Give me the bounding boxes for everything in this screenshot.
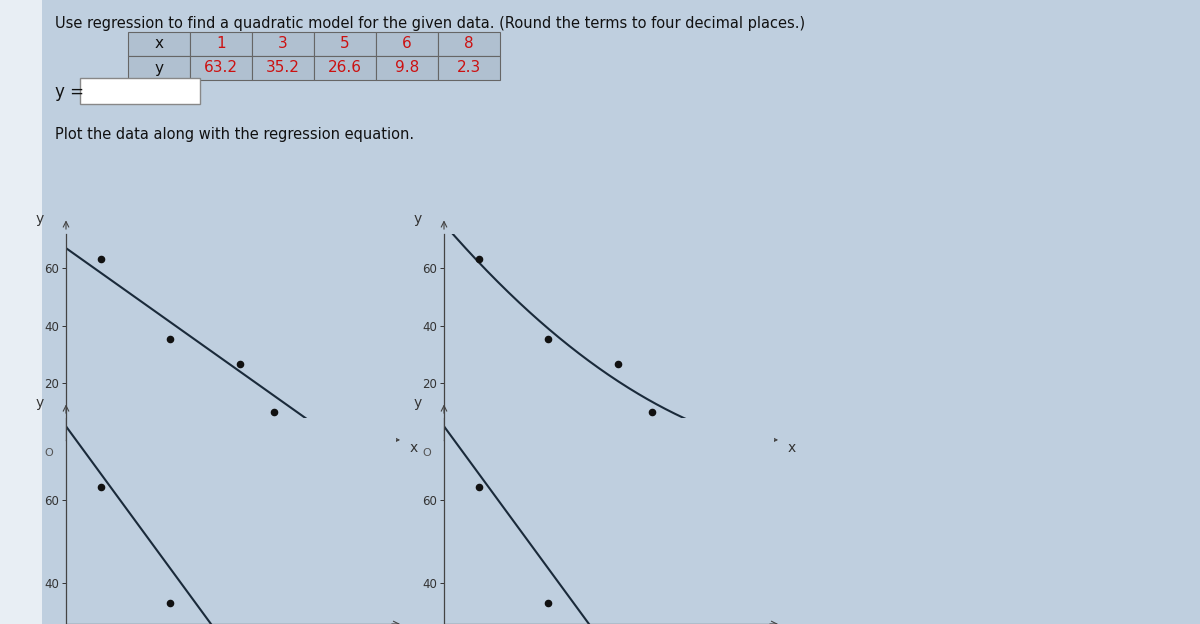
Text: 9.8: 9.8 bbox=[395, 61, 419, 76]
Point bbox=[469, 254, 488, 264]
FancyBboxPatch shape bbox=[314, 32, 376, 56]
FancyBboxPatch shape bbox=[0, 0, 42, 624]
Text: y: y bbox=[414, 212, 421, 226]
Point bbox=[539, 334, 558, 344]
FancyBboxPatch shape bbox=[128, 32, 190, 56]
Text: y: y bbox=[36, 396, 43, 410]
Point bbox=[265, 407, 284, 417]
FancyBboxPatch shape bbox=[80, 78, 200, 104]
Point bbox=[91, 482, 110, 492]
Point bbox=[91, 254, 110, 264]
Point bbox=[161, 598, 180, 608]
FancyBboxPatch shape bbox=[314, 56, 376, 80]
Text: x: x bbox=[787, 441, 796, 455]
FancyBboxPatch shape bbox=[438, 56, 500, 80]
Text: 5: 5 bbox=[340, 36, 350, 52]
Text: y: y bbox=[414, 396, 421, 410]
Text: y: y bbox=[155, 61, 163, 76]
Text: Plot the data along with the regression equation.: Plot the data along with the regression … bbox=[55, 127, 414, 142]
FancyBboxPatch shape bbox=[376, 56, 438, 80]
Text: Use regression to find a quadratic model for the given data. (Round the terms to: Use regression to find a quadratic model… bbox=[55, 16, 805, 31]
Text: 3: 3 bbox=[278, 36, 288, 52]
FancyBboxPatch shape bbox=[128, 56, 190, 80]
Text: 26.6: 26.6 bbox=[328, 61, 362, 76]
Point bbox=[469, 482, 488, 492]
FancyBboxPatch shape bbox=[252, 32, 314, 56]
FancyBboxPatch shape bbox=[190, 32, 252, 56]
Text: x: x bbox=[155, 36, 163, 52]
Text: y: y bbox=[36, 212, 43, 226]
FancyBboxPatch shape bbox=[190, 56, 252, 80]
Point bbox=[161, 334, 180, 344]
Text: 8: 8 bbox=[464, 36, 474, 52]
Text: 1: 1 bbox=[216, 36, 226, 52]
Text: y =: y = bbox=[55, 83, 84, 101]
Point bbox=[713, 428, 732, 438]
Text: x: x bbox=[409, 441, 418, 455]
Text: 2.3: 2.3 bbox=[457, 61, 481, 76]
Point bbox=[230, 359, 250, 369]
Point bbox=[643, 407, 662, 417]
Text: O: O bbox=[44, 448, 53, 458]
Point bbox=[335, 428, 354, 438]
Point bbox=[539, 598, 558, 608]
FancyBboxPatch shape bbox=[376, 32, 438, 56]
Point bbox=[608, 359, 628, 369]
Text: 35.2: 35.2 bbox=[266, 61, 300, 76]
FancyBboxPatch shape bbox=[438, 32, 500, 56]
Text: 63.2: 63.2 bbox=[204, 61, 238, 76]
Text: 6: 6 bbox=[402, 36, 412, 52]
FancyBboxPatch shape bbox=[252, 56, 314, 80]
Text: O: O bbox=[422, 448, 431, 458]
